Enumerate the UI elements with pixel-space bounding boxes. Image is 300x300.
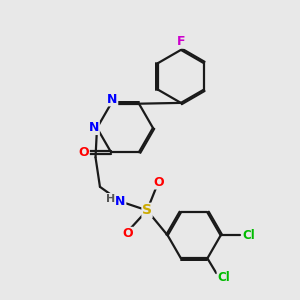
Text: S: S	[142, 203, 152, 218]
Text: N: N	[116, 195, 126, 208]
Text: Cl: Cl	[217, 271, 230, 284]
Text: Cl: Cl	[242, 229, 255, 242]
Text: O: O	[79, 146, 89, 159]
Text: N: N	[107, 93, 118, 106]
Text: N: N	[89, 122, 99, 134]
Text: O: O	[123, 227, 133, 240]
Text: F: F	[177, 35, 185, 48]
Text: O: O	[154, 176, 164, 189]
Text: H: H	[106, 194, 115, 204]
